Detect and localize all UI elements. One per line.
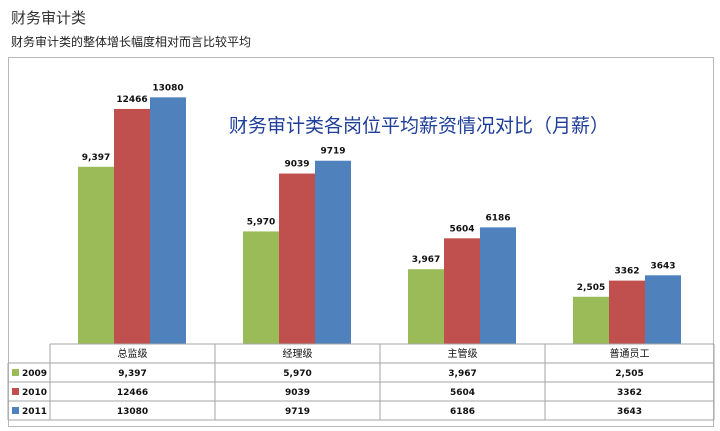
value-label-2009-0: 9,397: [82, 153, 110, 163]
bar-2010-3: [609, 280, 645, 344]
bar-2011-3: [645, 275, 681, 344]
bar-2010-1: [279, 173, 315, 344]
table-cell-2010-1: 9039: [285, 388, 310, 398]
category-label-0: 总监级: [118, 347, 148, 360]
value-label-2009-1: 5,970: [247, 217, 275, 227]
table-cell-2010-0: 12466: [117, 388, 148, 398]
legend-key-2009: [12, 369, 19, 376]
legend-key-2011: [12, 407, 19, 414]
value-label-2011-2: 6186: [485, 213, 510, 223]
value-label-2010-2: 5604: [449, 224, 474, 234]
bar-2011-1: [315, 160, 351, 344]
legend-label-2009: 2009: [22, 369, 47, 379]
page-heading: 财务审计类: [11, 9, 87, 27]
value-label-2010-3: 3362: [614, 267, 639, 277]
chart-title: 财务审计类各岗位平均薪资情况对比（月薪）: [229, 115, 609, 137]
legend-label-2010: 2010: [22, 388, 47, 398]
table-cell-2011-3: 3643: [617, 407, 642, 417]
value-label-2009-2: 3,967: [412, 255, 440, 265]
category-label-1: 经理级: [283, 347, 313, 360]
bar-2009-1: [243, 231, 279, 344]
bars-group: 9,397 12466 13080 5,970 9039 9719 3,967 5604 618…: [78, 83, 681, 345]
value-label-2009-3: 2,505: [577, 283, 605, 293]
table-cell-2009-0: 9,397: [118, 369, 146, 379]
table-cell-2010-2: 5604: [450, 388, 475, 398]
bar-2010-2: [444, 238, 480, 344]
value-label-2011-3: 3643: [650, 261, 675, 271]
table-cell-2011-2: 6186: [450, 407, 475, 417]
table-cell-2009-2: 3,967: [448, 369, 476, 379]
bar-2010-0: [114, 108, 150, 345]
table-cell-2011-0: 13080: [117, 407, 148, 417]
category-label-2: 主管级: [448, 347, 478, 360]
bar-2009-0: [78, 166, 114, 344]
bar-2009-3: [573, 296, 609, 344]
value-label-2010-1: 9039: [284, 160, 309, 170]
table-cell-2009-1: 5,970: [283, 369, 311, 379]
category-label-3: 普通员工: [610, 347, 650, 360]
table-cell-2011-1: 9719: [285, 407, 310, 417]
value-label-2010-0: 12466: [116, 95, 147, 105]
legend-label-2011: 2011: [22, 407, 47, 417]
table-cell-2009-3: 2,505: [615, 369, 643, 379]
value-label-2011-1: 9719: [320, 147, 345, 157]
bar-2011-2: [480, 227, 516, 344]
value-label-2011-0: 13080: [152, 83, 183, 93]
table-cell-2010-3: 3362: [617, 388, 642, 398]
page-subheading: 财务审计类的整体增长幅度相对而言比较平均: [11, 35, 252, 49]
bar-2009-2: [408, 269, 444, 344]
data-table: 总监级 经理级 主管级 普通员工 2009 9,397 5,970 3,967 2,505 201…: [7, 343, 715, 421]
legend-key-2010: [12, 388, 19, 395]
bar-2011-0: [150, 97, 186, 344]
